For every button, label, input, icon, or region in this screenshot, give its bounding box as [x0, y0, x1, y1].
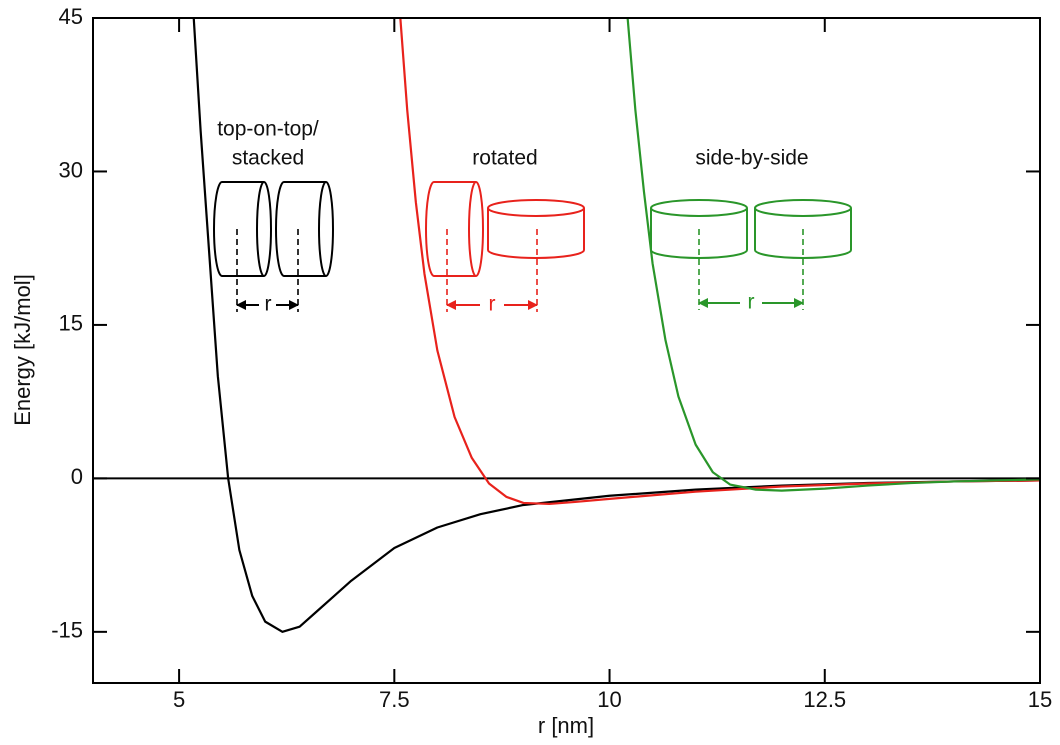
annotation: r	[265, 293, 272, 316]
annotation: top-on-top/	[217, 118, 319, 141]
annotation: rotated	[472, 147, 537, 170]
x-tick-label: 5	[173, 687, 185, 712]
x-tick-label: 7.5	[379, 687, 410, 712]
stacked-diagram	[213, 181, 334, 312]
label-background	[744, 290, 758, 314]
x-tick-label: 12.5	[803, 687, 846, 712]
annotation: r	[489, 293, 496, 316]
side-by-side-diagram	[650, 199, 852, 310]
series-line	[192, 18, 1040, 633]
y-axis-label: Energy [kJ/mol]	[10, 274, 35, 426]
y-tick-label: 0	[71, 464, 83, 489]
y-tick-label: 30	[59, 157, 83, 182]
series-line	[626, 18, 1040, 492]
y-tick-label: -15	[51, 618, 83, 643]
x-axis-label: r [nm]	[538, 713, 594, 738]
plot-area: 5 7.5 10 12.5 15 -15 0 15 30 45	[51, 4, 1052, 712]
label-background	[261, 292, 275, 316]
annotation: stacked	[232, 147, 304, 170]
annotation: side-by-side	[695, 147, 808, 170]
y-tick-label: 45	[59, 4, 83, 29]
label-background	[485, 292, 499, 316]
x-tick-label: 10	[597, 687, 621, 712]
x-tick-label: 15	[1028, 687, 1052, 712]
y-tick-label: 15	[59, 311, 83, 336]
rotated-diagram	[425, 181, 585, 312]
annotation: r	[748, 291, 755, 314]
plot-frame	[92, 17, 1041, 684]
series-line	[399, 18, 1040, 506]
